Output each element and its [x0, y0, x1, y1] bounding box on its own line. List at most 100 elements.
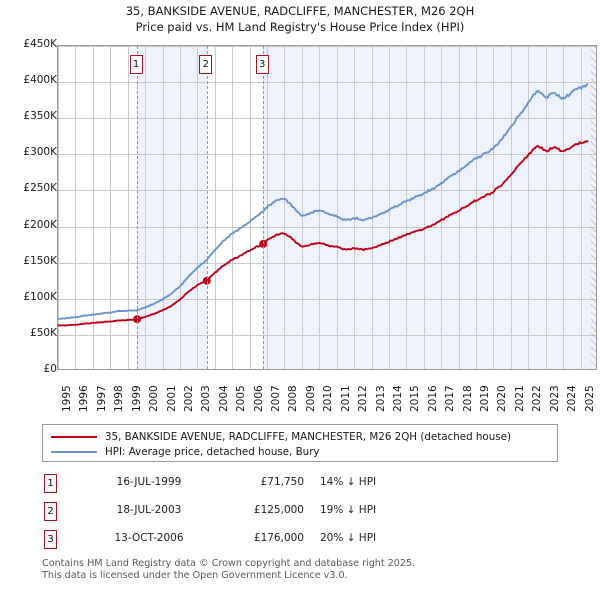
y-tick-£400K: £400K	[23, 74, 57, 87]
gridline-vertical-2002	[180, 46, 181, 369]
x-axis: 1995 1996 1997 1998 1999 2000 2001 2002 2003 2004…	[0, 374, 600, 416]
footer-line-2: This data is licensed under the Open Gov…	[42, 569, 348, 581]
x-tick-2001: 2001	[165, 385, 178, 412]
chart-series-layer	[58, 83, 589, 327]
legend-swatch-property	[51, 435, 97, 438]
event-flag-1[interactable]: 1	[129, 55, 143, 74]
gridline-horizontal-£400K	[58, 82, 596, 83]
x-tick-2025: 2025	[583, 385, 596, 412]
x-tick-2014: 2014	[391, 385, 404, 412]
gridline-horizontal-£450K	[58, 46, 596, 47]
event-line-3	[263, 46, 265, 369]
x-tick-2005: 2005	[235, 385, 248, 412]
gridline-vertical-1997	[93, 46, 94, 369]
event-line-1	[137, 46, 139, 369]
sale-date: 13-OCT-2006	[114, 532, 184, 544]
y-tick-£300K: £300K	[23, 146, 57, 159]
x-tick-2015: 2015	[409, 385, 422, 412]
gridline-horizontal-£250K	[58, 190, 596, 191]
gridline-vertical-2012	[354, 46, 355, 369]
legend-label-hpi: HPI: Average price, detached house, Bury	[105, 445, 320, 458]
sale-hpi-delta: 14% ↓ HPI	[320, 476, 377, 488]
incomplete-data-hatch	[590, 46, 596, 369]
gridline-vertical-2006	[250, 46, 251, 369]
x-tick-2009: 2009	[304, 385, 317, 412]
gridline-vertical-2008	[284, 46, 285, 369]
x-tick-2008: 2008	[287, 385, 300, 412]
sale-price: £71,750	[260, 476, 304, 488]
gridline-vertical-2022	[528, 46, 529, 369]
sale-hpi-delta: 20% ↓ HPI	[320, 532, 377, 544]
gridline-vertical-2014	[389, 46, 390, 369]
x-tick-1996: 1996	[78, 385, 91, 412]
gridline-horizontal-£300K	[58, 154, 596, 155]
gridline-vertical-1996	[75, 46, 76, 369]
gridline-vertical-2001	[163, 46, 164, 369]
gridline-vertical-2023	[546, 46, 547, 369]
gridline-horizontal-£150K	[58, 263, 596, 264]
gridline-vertical-2024	[563, 46, 564, 369]
gridline-vertical-1998	[110, 46, 111, 369]
x-tick-2000: 2000	[148, 385, 161, 412]
x-tick-2007: 2007	[270, 385, 283, 412]
y-tick-£150K: £150K	[23, 254, 57, 267]
property-line	[58, 139, 589, 327]
gridline-vertical-1995	[58, 46, 59, 369]
gridline-vertical-2025	[581, 46, 582, 369]
gridline-vertical-2020	[493, 46, 494, 369]
hpi-line	[58, 83, 589, 320]
ownership-band-3	[263, 46, 596, 369]
x-tick-1997: 1997	[95, 385, 108, 412]
y-tick-£250K: £250K	[23, 182, 57, 195]
x-tick-2018: 2018	[461, 385, 474, 412]
gridline-vertical-2018	[459, 46, 460, 369]
gridline-horizontal-£100K	[58, 299, 596, 300]
y-tick-£200K: £200K	[23, 218, 57, 231]
y-tick-£0: £0	[43, 363, 57, 375]
x-tick-2022: 2022	[531, 385, 544, 412]
gridline-vertical-2017	[441, 46, 442, 369]
x-tick-2017: 2017	[444, 385, 457, 412]
gridline-horizontal-£50K	[58, 335, 596, 336]
gridline-horizontal-£200K	[58, 227, 596, 228]
event-line-2	[206, 46, 208, 369]
x-tick-2013: 2013	[374, 385, 387, 412]
sales-history-table: 1 16-JUL-1999 £71,750 14% ↓ HPI 2 18-JUL-2003…	[42, 472, 462, 556]
gridline-vertical-2005	[232, 46, 233, 369]
legend-item-property: 35, BANKSIDE AVENUE, RADCLIFFE, MANCHEST…	[51, 429, 549, 444]
title-line-2: Price paid vs. HM Land Registry's House …	[135, 20, 465, 34]
sale-price: £125,000	[253, 504, 304, 516]
x-tick-2021: 2021	[513, 385, 526, 412]
x-tick-2012: 2012	[357, 385, 370, 412]
sale-date: 18-JUL-2003	[116, 504, 182, 516]
sale-price: £176,000	[253, 532, 304, 544]
x-tick-2003: 2003	[200, 385, 213, 412]
gridline-vertical-2019	[476, 46, 477, 369]
x-tick-2023: 2023	[548, 385, 561, 412]
y-tick-£50K: £50K	[30, 326, 57, 339]
gridline-vertical-2000	[145, 46, 146, 369]
x-tick-2002: 2002	[182, 385, 195, 412]
gridline-vertical-2010	[319, 46, 320, 369]
sale-index-flag: 1	[44, 474, 57, 493]
event-flag-2[interactable]: 2	[199, 55, 213, 74]
x-tick-1999: 1999	[130, 385, 143, 412]
event-flag-3[interactable]: 3	[255, 55, 269, 74]
gridline-horizontal-£350K	[58, 118, 596, 119]
sale-row: 1 16-JUL-1999 £71,750 14% ↓ HPI	[42, 472, 462, 500]
gridline-vertical-2015	[406, 46, 407, 369]
sale-date: 16-JUL-1999	[116, 476, 182, 488]
y-tick-£350K: £350K	[23, 110, 57, 123]
chart-legend: 35, BANKSIDE AVENUE, RADCLIFFE, MANCHEST…	[42, 424, 558, 462]
y-axis: £0 £50K £100K £150K £200K £250K £300K £350K £400…	[0, 0, 57, 380]
footer-attribution: Contains HM Land Registry data © Crown c…	[42, 558, 562, 581]
x-tick-2016: 2016	[426, 385, 439, 412]
gridline-vertical-2011	[337, 46, 338, 369]
sale-row: 2 18-JUL-2003 £125,000 19% ↓ HPI	[42, 500, 462, 528]
legend-swatch-hpi	[51, 450, 97, 453]
x-tick-2020: 2020	[496, 385, 509, 412]
gridline-vertical-2021	[511, 46, 512, 369]
x-tick-2006: 2006	[252, 385, 265, 412]
page-title: 35, BANKSIDE AVENUE, RADCLIFFE, MANCHEST…	[0, 3, 600, 35]
sale-index-flag: 2	[44, 502, 57, 521]
